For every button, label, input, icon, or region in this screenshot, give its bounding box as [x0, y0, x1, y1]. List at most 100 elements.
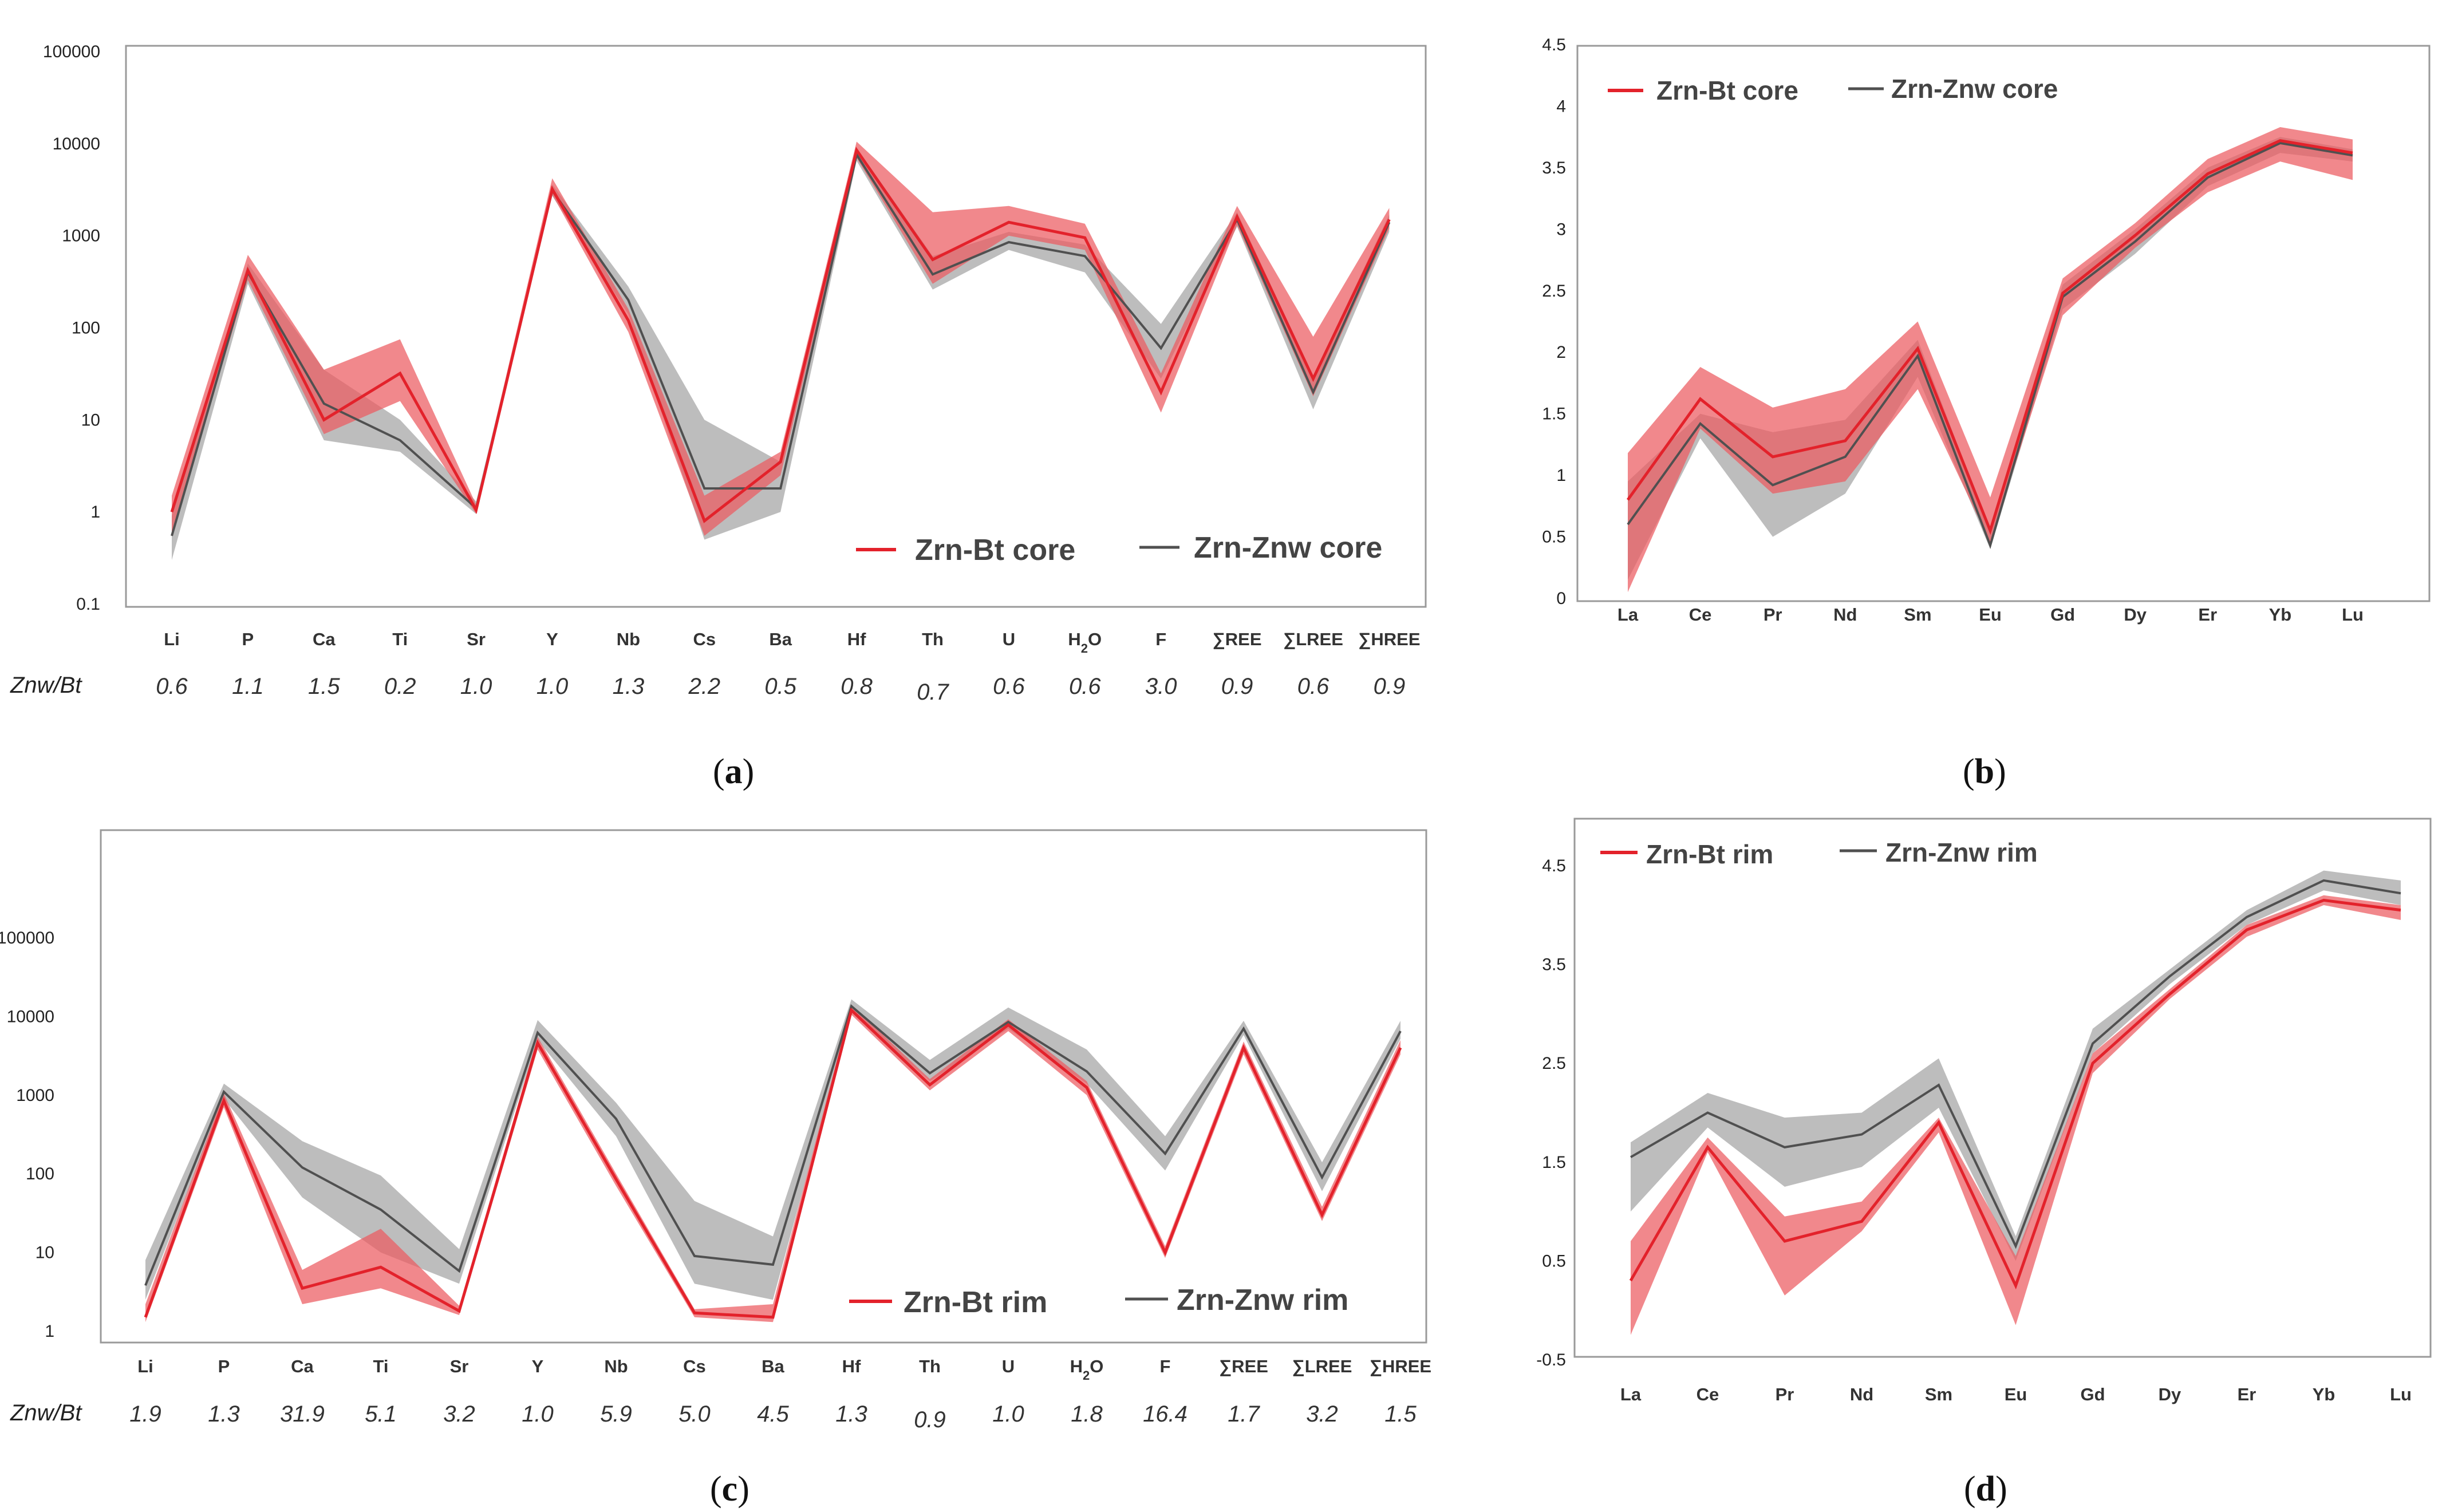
ratio-value: 1.0: [536, 674, 569, 699]
x-tick-label: Nd: [1850, 1384, 1873, 1404]
series-band: [145, 1005, 1400, 1322]
x-tick-label: Er: [2198, 605, 2217, 625]
ratio-value: 0.9: [914, 1407, 946, 1432]
x-tick-label: Ba: [762, 1356, 784, 1376]
x-tick-label: Ti: [373, 1356, 389, 1376]
y-tick-label: 2: [1556, 343, 1566, 362]
ratio-value: 0.6: [1069, 674, 1101, 699]
x-tick-label: Ce: [1697, 1384, 1719, 1404]
x-tick-label: Eu: [1979, 605, 2002, 625]
legend-label: Zrn-Znw rim: [1177, 1284, 1348, 1317]
x-tick-label: Ti: [392, 629, 408, 649]
chart-panel-c: 100000 10000 1000 100 10 1 Li P Ca Ti Sr Y Nb Cs Ba Hf T…: [0, 829, 1431, 1509]
x-tick-label: La: [1617, 605, 1639, 625]
legend-label: Zrn-Znw core: [1194, 531, 1382, 564]
ratio-value: 4.5: [757, 1402, 789, 1427]
ratio-row-label: Znw/Bt: [10, 1400, 82, 1426]
panel-label: (a): [713, 752, 754, 791]
plot-frame: [1576, 45, 2431, 602]
x-tick-label: Yb: [2269, 605, 2292, 625]
ratio-value: 0.6: [156, 674, 188, 699]
x-tick-label: ∑REE: [1213, 629, 1262, 649]
x-tick-label: P: [242, 629, 254, 649]
ratio-value: 0.9: [1221, 674, 1253, 699]
ratio-value: 0.6: [1297, 674, 1329, 699]
x-tick-label: Sr: [450, 1356, 469, 1376]
x-tick-label: Gd: [2050, 605, 2075, 625]
series-line: [144, 1004, 1402, 1286]
x-tick-label: U: [1002, 1356, 1015, 1376]
y-tick-label: -0.5: [1536, 1351, 1566, 1369]
x-tick-label: Pr: [1776, 1384, 1794, 1404]
series-line: [144, 1007, 1402, 1319]
ratio-value: 1.0: [522, 1402, 554, 1427]
y-tick-label: 100000: [0, 929, 54, 948]
y-tick-label: 1000: [62, 227, 100, 246]
x-tick-label: ∑LREE: [1292, 1356, 1352, 1376]
y-tick-label: 2.5: [1542, 1054, 1566, 1073]
x-tick-label: Sm: [1925, 1384, 1952, 1404]
x-tick-label: ∑HREE: [1370, 1356, 1431, 1376]
x-tick-label: Li: [164, 629, 180, 649]
legend-label: Zrn-Bt rim: [1646, 839, 1773, 869]
y-tick-label: 1.5: [1542, 405, 1566, 424]
x-tick-label: F: [1155, 629, 1166, 649]
y-tick-label: 1: [45, 1322, 54, 1341]
ratio-value: 5.9: [600, 1402, 632, 1427]
x-tick-label: U: [1003, 629, 1015, 649]
series-band: [1628, 127, 2353, 593]
x-tick-label: Gd: [2080, 1384, 2105, 1404]
x-tick-label: H2O: [1068, 629, 1102, 656]
ratio-value: 3.0: [1145, 674, 1177, 699]
y-tick-label: 10000: [53, 135, 100, 153]
x-tick-label: Lu: [2342, 605, 2364, 625]
x-tick-label: Th: [919, 1356, 941, 1376]
y-tick-label: 1: [1556, 466, 1566, 485]
legend: Zrn-Bt rim Zrn-Znw rim: [1600, 838, 2038, 869]
series-band: [1631, 870, 2401, 1261]
ratio-row-label: Znw/Bt: [10, 673, 82, 698]
x-tick-label: ∑LREE: [1283, 629, 1343, 649]
ratio-value: 5.1: [365, 1402, 397, 1427]
legend-label: Zrn-Znw rim: [1885, 838, 2038, 867]
y-tick-label: 0.5: [1542, 528, 1566, 547]
x-tick-label: Dy: [2159, 1384, 2181, 1404]
ratio-value: 0.2: [384, 674, 416, 699]
series-line: [170, 147, 1391, 523]
y-tick-label: 100000: [43, 42, 100, 61]
x-tick-label: H2O: [1070, 1356, 1104, 1383]
series-band: [172, 148, 1390, 560]
x-tick-label: Nd: [1833, 605, 1857, 625]
ratio-value: 16.4: [1143, 1402, 1187, 1427]
x-tick-label: Hf: [847, 629, 866, 649]
legend: Zrn-Bt rim Zrn-Znw rim: [849, 1284, 1348, 1319]
ratio-value: 5.0: [678, 1402, 711, 1427]
x-tick-label: Li: [137, 1356, 153, 1376]
series-band: [145, 999, 1400, 1300]
ratio-value: 0.5: [764, 674, 796, 699]
series-line: [171, 151, 1391, 536]
ratio-value: 0.9: [1374, 674, 1406, 699]
y-tick-label: 10: [81, 410, 100, 429]
ratio-value: 1.3: [208, 1402, 240, 1427]
ratio-value: 1.7: [1228, 1402, 1260, 1427]
ratio-value: 0.8: [841, 674, 873, 699]
series-line: [1627, 141, 2353, 549]
ratio-value: 1.5: [1384, 1402, 1417, 1427]
chart-panel-a: 100000 10000 1000 100 10 1 0.1 Li P Ca Ti Sr Y Nb Cs Ba…: [10, 42, 1427, 791]
chart-panel-d: 4.5 3.5 2.5 1.5 0.5 -0.5 La Ce Pr Nd Sm Eu Gd Dy Er Yb L…: [1536, 818, 2432, 1509]
x-tick-label: Lu: [2390, 1384, 2412, 1404]
panel-label: (d): [1964, 1470, 2007, 1509]
x-tick-label: ∑HREE: [1358, 629, 1420, 649]
ratio-value: 1.0: [460, 674, 492, 699]
legend-label: Zrn-Bt core: [1656, 76, 1798, 105]
y-tick-label: 100: [26, 1164, 54, 1183]
ratio-value: 3.2: [443, 1402, 475, 1427]
ratio-value: 1.3: [835, 1402, 867, 1427]
x-tick-label: Sm: [1904, 605, 1931, 625]
plot-frame: [125, 45, 1427, 608]
y-tick-label: 100: [72, 319, 100, 338]
panel-label: (b): [1963, 752, 2006, 791]
x-tick-label: Ca: [313, 629, 336, 649]
